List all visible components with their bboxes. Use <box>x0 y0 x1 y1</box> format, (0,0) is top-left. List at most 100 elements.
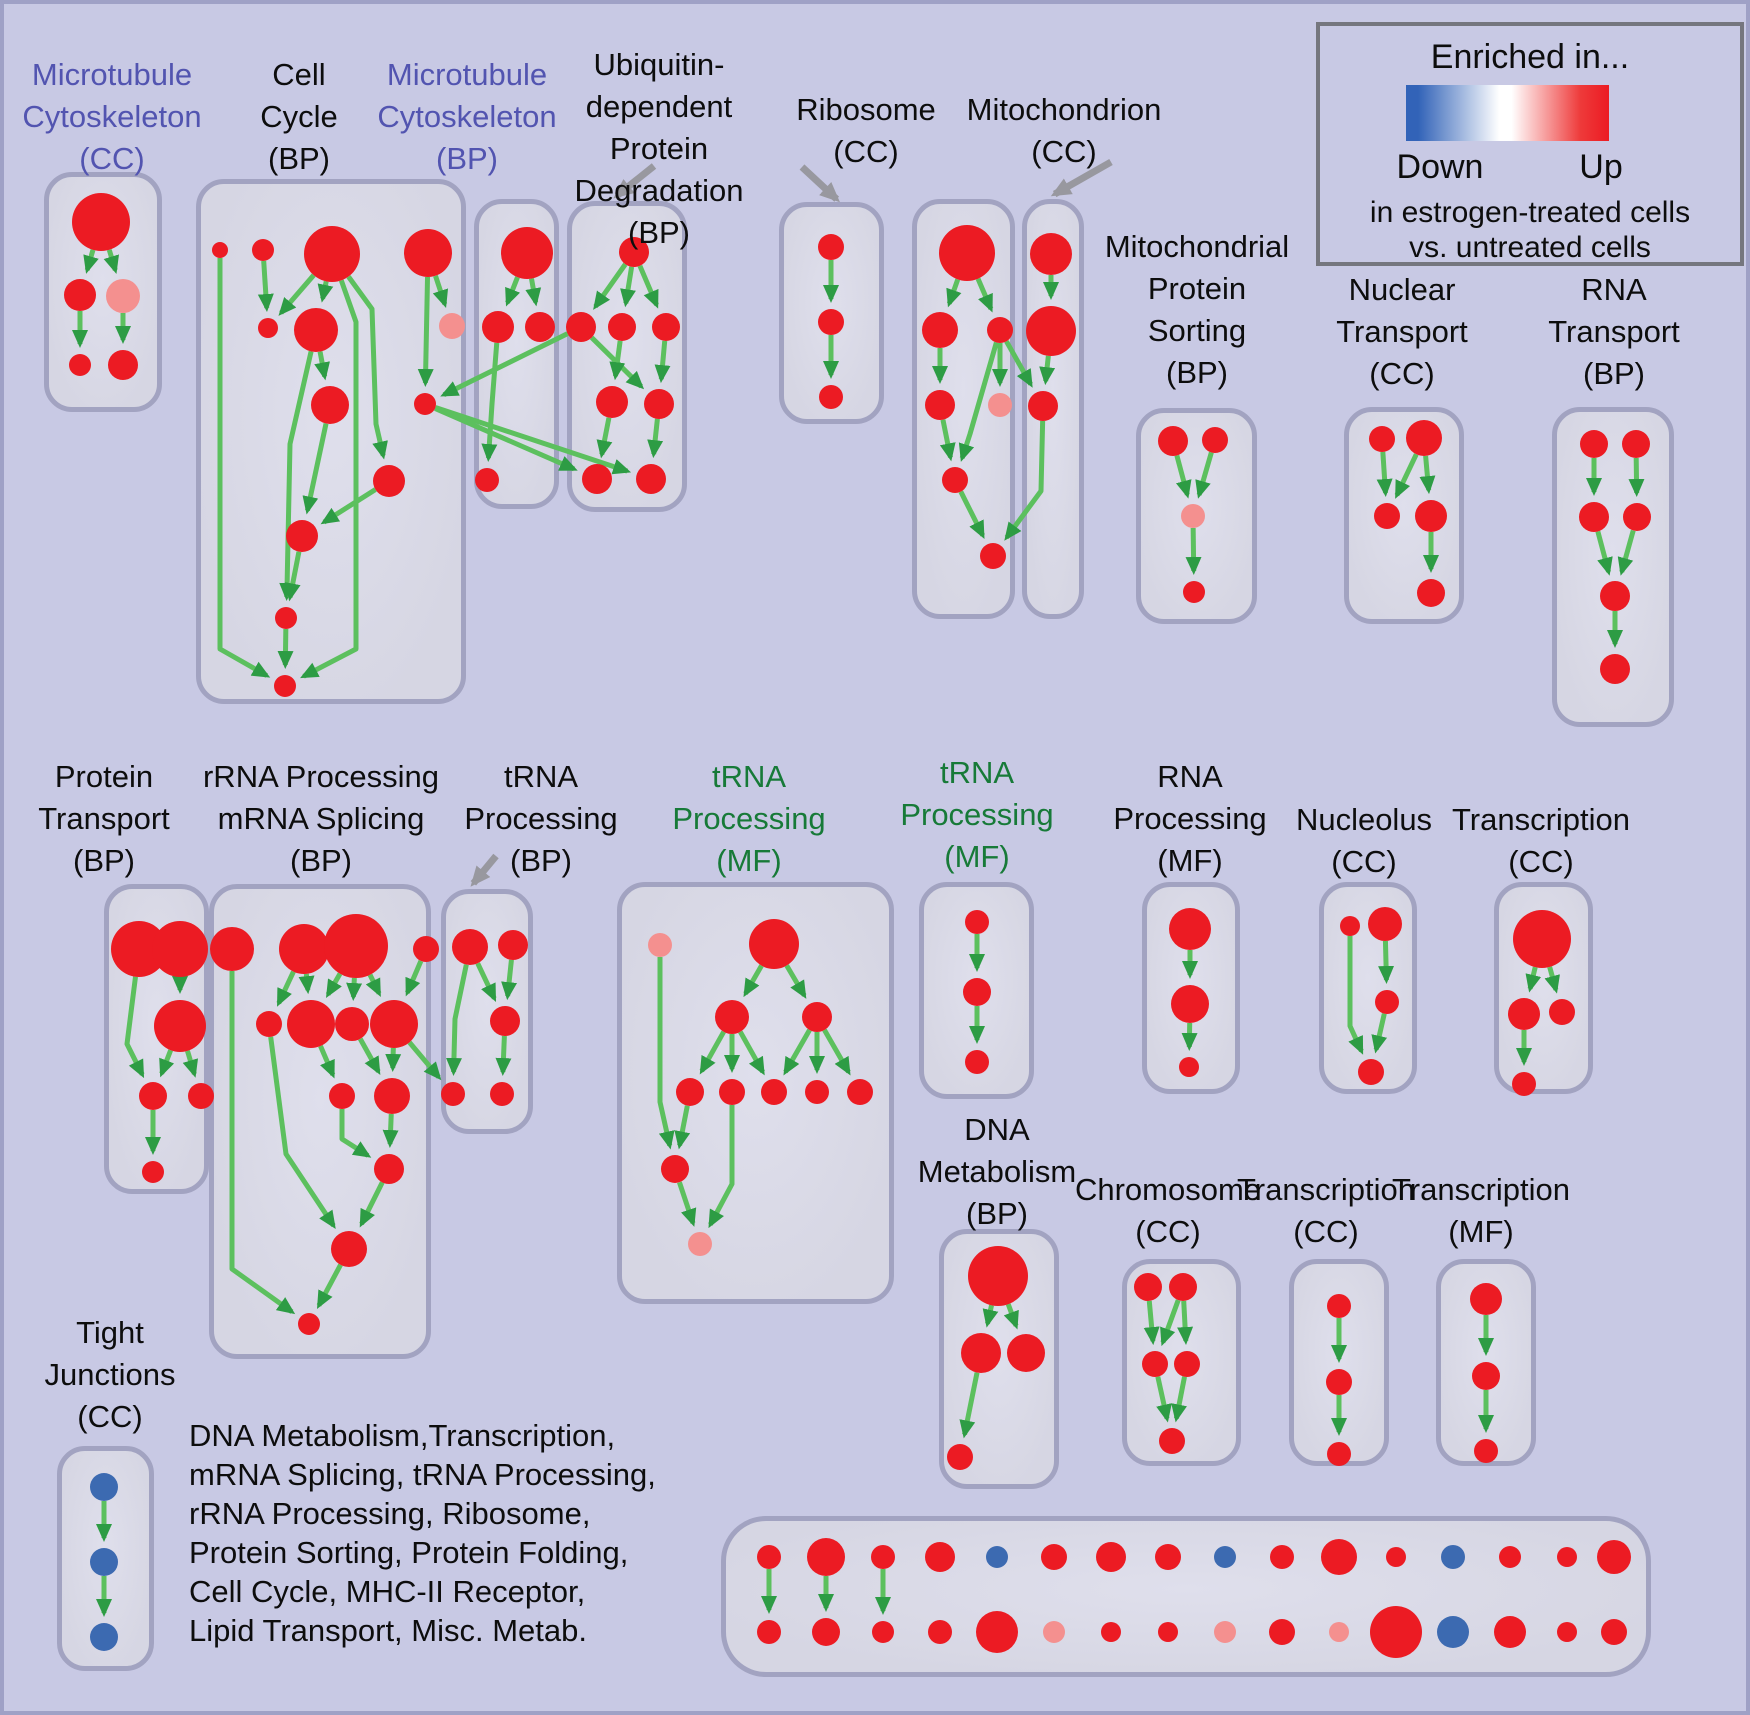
go-term-node <box>142 1161 164 1183</box>
go-term-node <box>1597 1540 1631 1574</box>
go-term-node <box>582 464 612 494</box>
go-term-node <box>1415 500 1447 532</box>
go-term-node <box>1326 1369 1352 1395</box>
go-term-node <box>688 1232 712 1256</box>
go-term-node <box>90 1473 118 1501</box>
go-term-node <box>1043 1621 1065 1643</box>
go-term-node <box>1369 426 1395 452</box>
go-term-node <box>566 312 596 342</box>
go-term-node <box>90 1623 118 1651</box>
go-term-node <box>1600 654 1630 684</box>
label-transcription-mf: Transcription (MF) <box>1391 1172 1571 1249</box>
go-term-node <box>1327 1294 1351 1318</box>
go-term-node <box>1214 1621 1236 1643</box>
go-term-node <box>1499 1546 1521 1568</box>
go-term-node <box>1269 1619 1295 1645</box>
go-term-node <box>331 1231 367 1267</box>
go-term-node <box>1327 1442 1351 1466</box>
go-term-node <box>1374 503 1400 529</box>
go-term-node <box>976 1611 1018 1653</box>
go-term-node <box>1181 504 1205 528</box>
label-mitochondrial-protein-sorting-bp: Mitochondrial Protein Sorting (BP) <box>1104 229 1290 390</box>
label-trna-processing-mf: tRNA Processing (MF) <box>672 759 826 878</box>
go-term-node <box>987 317 1013 343</box>
go-term-node <box>619 237 649 267</box>
label-transcription-cc-upper: Transcription (CC) <box>1451 802 1631 879</box>
go-term-node <box>1214 1546 1236 1568</box>
go-term-node <box>871 1545 895 1569</box>
go-term-node <box>294 308 338 352</box>
go-term-node <box>252 239 274 261</box>
go-term-node <box>1375 990 1399 1014</box>
go-term-node <box>1340 916 1360 936</box>
go-term-node <box>370 1000 418 1048</box>
go-term-node <box>928 1620 952 1644</box>
go-term-node <box>525 312 555 342</box>
go-term-node <box>1579 502 1609 532</box>
go-term-node <box>501 227 553 279</box>
go-term-node <box>1169 1273 1197 1301</box>
go-term-node <box>154 1000 206 1052</box>
go-term-node <box>414 393 436 415</box>
go-term-node <box>1028 391 1058 421</box>
go-term-node <box>1601 1619 1627 1645</box>
go-term-node <box>1026 306 1076 356</box>
go-term-node <box>490 1082 514 1106</box>
go-term-node <box>108 350 138 380</box>
go-term-node <box>1508 998 1540 1030</box>
go-term-node <box>968 1246 1028 1306</box>
go-term-node <box>404 229 452 277</box>
go-term-node <box>1134 1273 1162 1301</box>
go-term-node <box>947 1444 973 1470</box>
go-term-node <box>324 914 388 978</box>
label-nucleolus-cc: Nucleolus (CC) <box>1295 802 1433 879</box>
go-term-node <box>287 1000 335 1048</box>
go-term-node <box>1169 908 1211 950</box>
go-term-node <box>64 279 96 311</box>
go-term-node <box>439 313 465 339</box>
go-term-node <box>1557 1622 1577 1642</box>
go-term-node <box>818 309 844 335</box>
go-term-node <box>1386 1547 1406 1567</box>
cluster-box-microtubule-cytoskeleton-cc <box>44 172 162 412</box>
go-term-node <box>311 386 349 424</box>
bottom-misc-box <box>721 1516 1651 1677</box>
go-term-node <box>1437 1616 1469 1648</box>
go-term-node <box>1417 579 1445 607</box>
legend-down-label: Down <box>1396 148 1484 186</box>
go-term-node <box>961 1333 1001 1373</box>
go-term-node <box>1494 1616 1526 1648</box>
go-term-node <box>1358 1059 1384 1085</box>
label-cell-cycle-bp: Cell Cycle (BP) <box>260 57 338 176</box>
go-term-node <box>608 313 636 341</box>
go-term-node <box>1142 1351 1168 1377</box>
go-term-node <box>819 385 843 409</box>
go-term-node <box>1155 1544 1181 1570</box>
go-term-node <box>1183 581 1205 603</box>
go-term-node <box>1474 1439 1498 1463</box>
go-term-node <box>802 1002 832 1032</box>
go-term-node <box>965 910 989 934</box>
go-term-node <box>374 1078 410 1114</box>
go-term-node <box>298 1313 320 1335</box>
label-ubiquitin-degradation-bp: Ubiquitin- dependent Protein Degradation… <box>574 47 744 250</box>
go-term-node <box>1041 1544 1067 1570</box>
go-term-node <box>1179 1057 1199 1077</box>
go-term-node <box>1158 1622 1178 1642</box>
go-term-node <box>373 465 405 497</box>
label-nuclear-transport-cc: Nuclear Transport (CC) <box>1336 272 1468 391</box>
go-term-node <box>925 1542 955 1572</box>
go-term-node <box>329 1083 355 1109</box>
go-term-node <box>676 1078 704 1106</box>
go-term-node <box>188 1083 214 1109</box>
go-term-node <box>1623 503 1651 531</box>
go-term-node <box>965 1050 989 1074</box>
go-term-node <box>1470 1283 1502 1315</box>
label-rrna-processing-mrna-splicing-bp: rRNA Processing mRNA Splicing (BP) <box>202 759 440 878</box>
go-term-node <box>286 520 318 552</box>
go-term-node <box>413 936 439 962</box>
go-term-node <box>1513 910 1571 968</box>
go-term-node <box>1159 1428 1185 1454</box>
go-term-node <box>1096 1542 1126 1572</box>
label-rna-processing-mf: RNA Processing (MF) <box>1113 759 1267 878</box>
